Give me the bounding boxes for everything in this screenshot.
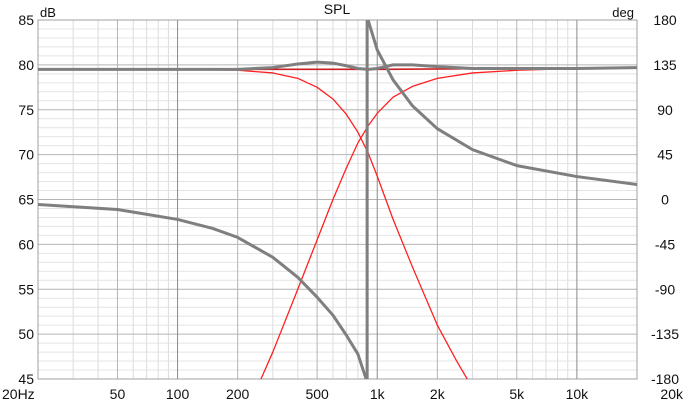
series-line-2 [260, 66, 637, 379]
y-left-tick-label: 60 [18, 236, 34, 252]
series-line-5 [38, 202, 368, 379]
y-right-tick-label: -45 [655, 236, 675, 252]
x-tick-label: 10k [566, 386, 590, 402]
grid [37, 19, 638, 380]
x-tick-label: 200 [226, 386, 250, 402]
series-layer [38, 20, 637, 379]
y-right-tick-label: 0 [661, 192, 669, 208]
x-tick-label: 2k [430, 386, 446, 402]
y-left-tick-label: 75 [18, 102, 34, 118]
series-line-6 [366, 20, 637, 187]
plot-frame [37, 19, 638, 380]
y-left-tick-label: 70 [18, 147, 34, 163]
y-right-tick-label: -135 [651, 326, 679, 342]
y-left-tick-label: 85 [18, 12, 34, 28]
y-right-tick-label: 90 [657, 102, 673, 118]
tick-labels: 20Hz 50 100 200 500 1k 2k 5k 10k 20k8580757065605… [2, 12, 684, 402]
x-tick-label: 20k [660, 386, 684, 402]
y-left-tick-label: 50 [18, 326, 34, 342]
y-right-tick-label: 45 [657, 147, 673, 163]
x-tick-label: 20Hz [2, 386, 35, 402]
y-right-tick-label: -90 [655, 281, 675, 297]
y-right-tick-label: -180 [651, 371, 679, 387]
y-left-tick-label: 55 [18, 281, 34, 297]
chart-title: SPL [324, 1, 351, 17]
y-right-tick-label: 180 [653, 12, 677, 28]
y-left-tick-label: 45 [18, 371, 34, 387]
x-tick-label: 50 [110, 386, 126, 402]
y-left-tick-label: 80 [18, 57, 34, 73]
y-right-tick-label: 135 [653, 57, 677, 73]
x-tick-label: 1k [370, 386, 386, 402]
x-tick-label: 100 [166, 386, 190, 402]
x-tick-label: 500 [305, 386, 329, 402]
y-right-unit-label: deg [612, 5, 634, 20]
x-tick-label: 5k [509, 386, 525, 402]
y-left-tick-label: 65 [18, 192, 34, 208]
y-left-unit-label: dB [40, 5, 56, 20]
